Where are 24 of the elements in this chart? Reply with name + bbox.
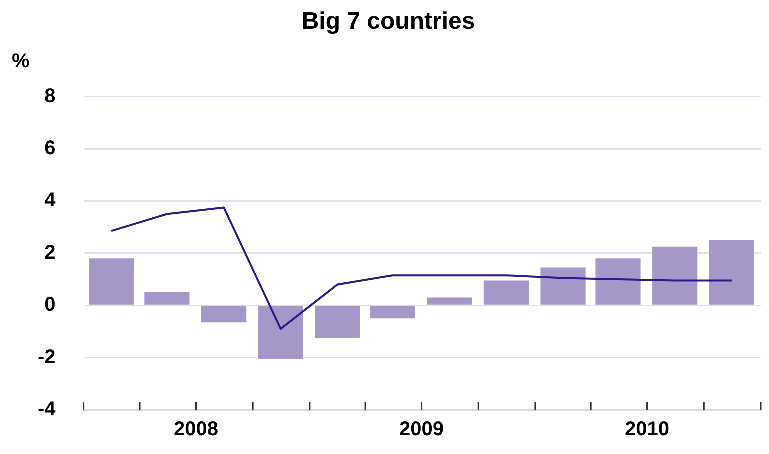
y-tick-label: -2	[38, 346, 56, 368]
bar	[709, 240, 755, 305]
bar	[144, 292, 190, 305]
x-tick-label: 2010	[625, 418, 670, 441]
bar	[202, 306, 247, 323]
bar	[596, 258, 641, 305]
y-tick-label: 2	[44, 242, 56, 264]
bar	[652, 246, 698, 305]
y-tick-label: 8	[44, 85, 56, 108]
chart-title: Big 7 countries	[302, 8, 476, 36]
bar	[315, 306, 360, 338]
bar	[540, 268, 586, 305]
y-tick-label: 0	[44, 294, 56, 316]
bar	[89, 258, 134, 305]
y-tick-label: 6	[44, 138, 56, 160]
x-tick-label: 2009	[400, 418, 444, 441]
bar	[484, 280, 529, 305]
x-tick-label: 2008	[174, 418, 218, 441]
y-tick-label: 4	[44, 190, 57, 212]
bar	[427, 298, 472, 305]
y-axis-title: %	[12, 50, 30, 73]
bar	[258, 306, 304, 360]
bar	[370, 306, 416, 319]
y-tick-label: -4	[38, 398, 57, 421]
